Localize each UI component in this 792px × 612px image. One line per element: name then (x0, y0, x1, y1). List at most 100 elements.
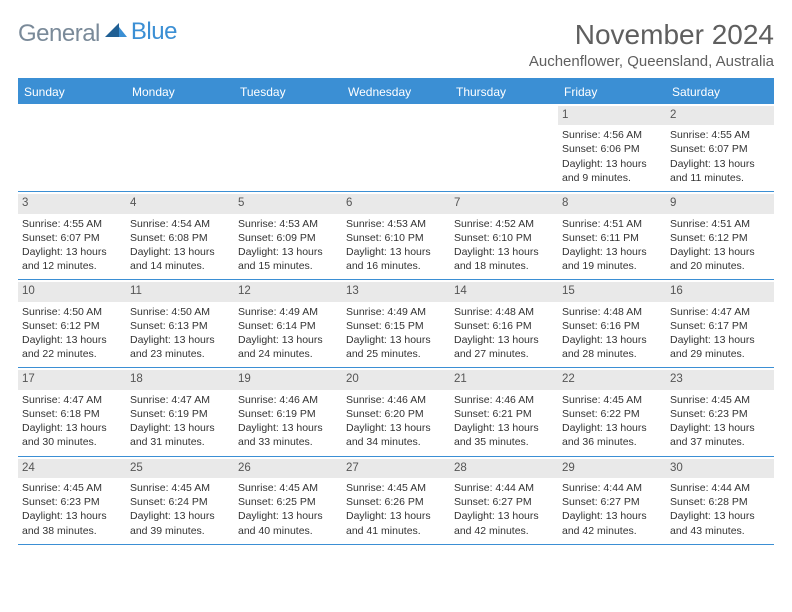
sunrise-text: Sunrise: 4:56 AM (562, 128, 662, 142)
weekday-header: Wednesday (342, 80, 450, 104)
day-number: 24 (18, 459, 126, 479)
sunrise-text: Sunrise: 4:47 AM (670, 305, 770, 319)
day-number: 29 (558, 459, 666, 479)
sunset-text: Sunset: 6:06 PM (562, 142, 662, 156)
sunset-text: Sunset: 6:24 PM (130, 495, 230, 509)
calendar-header-row: SundayMondayTuesdayWednesdayThursdayFrid… (18, 80, 774, 104)
calendar-day-cell (234, 104, 342, 192)
calendar-week-row: 10Sunrise: 4:50 AMSunset: 6:12 PMDayligh… (18, 280, 774, 368)
sunrise-text: Sunrise: 4:46 AM (454, 393, 554, 407)
sunrise-text: Sunrise: 4:55 AM (670, 128, 770, 142)
sunset-text: Sunset: 6:20 PM (346, 407, 446, 421)
calendar-day-cell: 2Sunrise: 4:55 AMSunset: 6:07 PMDaylight… (666, 104, 774, 192)
sunrise-text: Sunrise: 4:45 AM (22, 481, 122, 495)
sunrise-text: Sunrise: 4:51 AM (562, 217, 662, 231)
sunset-text: Sunset: 6:18 PM (22, 407, 122, 421)
sunrise-text: Sunrise: 4:45 AM (670, 393, 770, 407)
day-number: 20 (342, 370, 450, 390)
sunset-text: Sunset: 6:19 PM (130, 407, 230, 421)
calendar-day-cell: 14Sunrise: 4:48 AMSunset: 6:16 PMDayligh… (450, 280, 558, 368)
calendar-week-row: 17 Sunrise: 4:47 AM Sunset: 6:18 PM Dayligh… (18, 368, 774, 456)
sunrise-text: Sunrise: 4:45 AM (346, 481, 446, 495)
day-number: 16 (666, 282, 774, 302)
calendar-day-cell (342, 104, 450, 192)
calendar-day-cell: 13Sunrise: 4:49 AMSunset: 6:15 PMDayligh… (342, 280, 450, 368)
sunrise-text: Sunrise: 4:44 AM (562, 481, 662, 495)
day-number: 6 (342, 194, 450, 214)
calendar-week-row: 1Sunrise: 4:56 AMSunset: 6:06 PMDaylight… (18, 104, 774, 192)
sunrise-text: Sunrise: 4:53 AM (346, 217, 446, 231)
sunrise-text: Sunrise: 4:49 AM (346, 305, 446, 319)
sunset-text: Sunset: 6:10 PM (454, 231, 554, 245)
sunset-text: Sunset: 6:12 PM (22, 319, 122, 333)
day-number: 15 (558, 282, 666, 302)
sunrise-text: Sunrise: 4:45 AM (130, 481, 230, 495)
sunset-text: Sunset: 6:23 PM (22, 495, 122, 509)
day-number: 7 (450, 194, 558, 214)
sunset-text: Sunset: 6:14 PM (238, 319, 338, 333)
daylight-text: Daylight: 13 hours and 12 minutes. (22, 245, 122, 273)
daylight-text: Daylight: 13 hours and 41 minutes. (346, 509, 446, 537)
weekday-header: Thursday (450, 80, 558, 104)
sunrise-text: Sunrise: 4:51 AM (670, 217, 770, 231)
day-number: 18 (126, 370, 234, 390)
calendar-day-cell: 10Sunrise: 4:50 AMSunset: 6:12 PMDayligh… (18, 280, 126, 368)
sunrise-text: Sunrise: 4:55 AM (22, 217, 122, 231)
daylight-text: Daylight: 13 hours and 33 minutes. (238, 421, 338, 449)
calendar-day-cell: 27Sunrise: 4:45 AMSunset: 6:26 PMDayligh… (342, 456, 450, 544)
daylight-text: Daylight: 13 hours and 43 minutes. (670, 509, 770, 537)
calendar-day-cell: 29Sunrise: 4:44 AMSunset: 6:27 PMDayligh… (558, 456, 666, 544)
sunset-text: Sunset: 6:21 PM (454, 407, 554, 421)
daylight-text: Daylight: 13 hours and 27 minutes. (454, 333, 554, 361)
sunrise-text: Sunrise: 4:50 AM (22, 305, 122, 319)
daylight-text: Daylight: 13 hours and 38 minutes. (22, 509, 122, 537)
brand-mark-icon (105, 20, 127, 48)
day-number: 3 (18, 194, 126, 214)
calendar-week-row: 24Sunrise: 4:45 AMSunset: 6:23 PMDayligh… (18, 456, 774, 544)
calendar-table: SundayMondayTuesdayWednesdayThursdayFrid… (18, 80, 774, 545)
daylight-text: Daylight: 13 hours and 11 minutes. (670, 157, 770, 185)
calendar-day-cell: 26 Sunrise: 4:45 AMSunset: 6:25 PMDayligh… (234, 456, 342, 544)
day-number: 8 (558, 194, 666, 214)
calendar-day-cell: 1Sunrise: 4:56 AMSunset: 6:06 PMDaylight… (558, 104, 666, 192)
sunset-text: Sunset: 6:28 PM (670, 495, 770, 509)
sunrise-text: Sunrise: 4:47 AM (130, 393, 230, 407)
calendar-day-cell: 17Sunrise: 4:47 AMSunset: 6:18 PMDayligh… (18, 368, 126, 456)
sunrise-text: Sunrise: 4:49 AM (238, 305, 338, 319)
day-number: 30 (666, 459, 774, 479)
sunset-text: Sunset: 6:07 PM (670, 142, 770, 156)
daylight-text: Daylight: 13 hours and 18 minutes. (454, 245, 554, 273)
brand-part1: General (18, 20, 100, 48)
weekday-header: Saturday (666, 80, 774, 104)
sunrise-text: Sunrise: 4:44 AM (454, 481, 554, 495)
sunset-text: Sunset: 6:15 PM (346, 319, 446, 333)
daylight-text: Daylight: 13 hours and 40 minutes. (238, 509, 338, 537)
calendar-day-cell (18, 104, 126, 192)
sunrise-text: Sunrise: 4:54 AM (130, 217, 230, 231)
title-block: November 2024 Auchenflower, Queensland, … (529, 20, 774, 70)
calendar-day-cell: 21Sunrise: 4:46 AMSunset: 6:21 PMDayligh… (450, 368, 558, 456)
calendar-day-cell (450, 104, 558, 192)
calendar-day-cell: 22Sunrise: 4:45 AMSunset: 6:22 PMDayligh… (558, 368, 666, 456)
daylight-text: Daylight: 13 hours and 14 minutes. (130, 245, 230, 273)
sunset-text: Sunset: 6:23 PM (670, 407, 770, 421)
daylight-text: Daylight: 13 hours and 42 minutes. (562, 509, 662, 537)
calendar-day-cell: 18Sunrise: 4:47 AMSunset: 6:19 PMDayligh… (126, 368, 234, 456)
day-number: 17 (18, 370, 126, 390)
calendar-day-cell: 6Sunrise: 4:53 AMSunset: 6:10 PMDaylight… (342, 192, 450, 280)
day-number: 26 (234, 459, 342, 479)
day-number: 22 (558, 370, 666, 390)
sunset-text: Sunset: 6:13 PM (130, 319, 230, 333)
day-number: 5 (234, 194, 342, 214)
daylight-text: Daylight: 13 hours and 36 minutes. (562, 421, 662, 449)
daylight-text: Daylight: 13 hours and 20 minutes. (670, 245, 770, 273)
day-number: 28 (450, 459, 558, 479)
sunrise-text: Sunrise: 4:52 AM (454, 217, 554, 231)
calendar-day-cell: 9Sunrise: 4:51 AMSunset: 6:12 PMDaylight… (666, 192, 774, 280)
sunset-text: Sunset: 6:25 PM (238, 495, 338, 509)
day-number: 19 (234, 370, 342, 390)
sunset-text: Sunset: 6:07 PM (22, 231, 122, 245)
sunrise-text: Sunrise: 4:45 AM (238, 481, 338, 495)
calendar-day-cell: 8Sunrise: 4:51 AMSunset: 6:11 PMDaylight… (558, 192, 666, 280)
calendar-day-cell: 5Sunrise: 4:53 AMSunset: 6:09 PMDaylight… (234, 192, 342, 280)
